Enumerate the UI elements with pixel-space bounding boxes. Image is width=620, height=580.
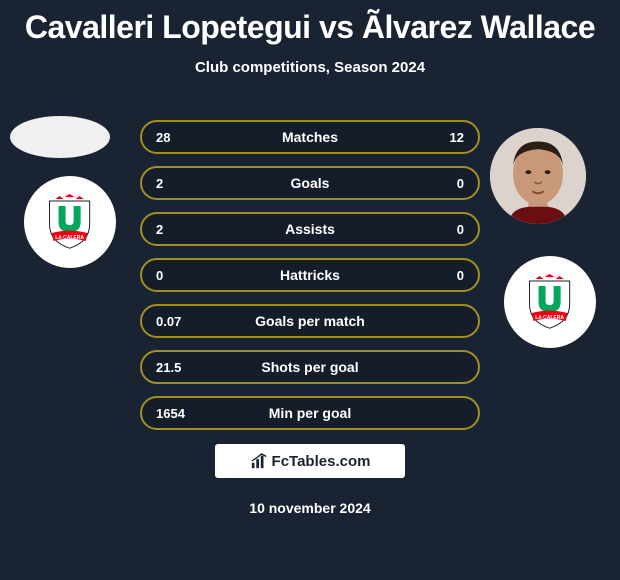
- club-right-badge: LA CALERA: [504, 256, 596, 348]
- player-left-avatar: [10, 116, 110, 158]
- stat-left-value: 2: [156, 222, 163, 237]
- stat-left-value: 21.5: [156, 360, 181, 375]
- club-badge-icon: LA CALERA: [522, 274, 577, 329]
- stat-right-value: 0: [457, 176, 464, 191]
- date-label: 10 november 2024: [0, 500, 620, 516]
- stat-row-hattricks: 0 Hattricks 0: [140, 258, 480, 292]
- page-title: Cavalleri Lopetegui vs Ãlvarez Wallace: [0, 0, 620, 45]
- stats-container: 28 Matches 12 2 Goals 0 2 Assists 0 0 Ha…: [140, 120, 480, 442]
- stat-label: Shots per goal: [142, 359, 478, 375]
- stat-label: Goals per match: [142, 313, 478, 329]
- svg-text:LA CALERA: LA CALERA: [536, 316, 565, 322]
- stat-row-goals: 2 Goals 0: [140, 166, 480, 200]
- stat-label: Goals: [142, 175, 478, 191]
- player-right-avatar: [490, 128, 586, 224]
- stat-label: Hattricks: [142, 267, 478, 283]
- club-badge-icon: LA CALERA: [42, 194, 97, 249]
- brand-name: FcTables.com: [272, 453, 371, 470]
- stat-left-value: 28: [156, 130, 170, 145]
- stat-row-shots-per-goal: 21.5 Shots per goal: [140, 350, 480, 384]
- stat-left-value: 1654: [156, 406, 185, 421]
- stat-label: Assists: [142, 221, 478, 237]
- stat-label: Min per goal: [142, 405, 478, 421]
- stat-row-min-per-goal: 1654 Min per goal: [140, 396, 480, 430]
- club-left-badge: LA CALERA: [24, 176, 116, 268]
- stat-row-matches: 28 Matches 12: [140, 120, 480, 154]
- stat-row-assists: 2 Assists 0: [140, 212, 480, 246]
- brand-logo[interactable]: FcTables.com: [215, 444, 405, 478]
- stat-left-value: 0: [156, 268, 163, 283]
- stat-row-goals-per-match: 0.07 Goals per match: [140, 304, 480, 338]
- stat-right-value: 0: [457, 222, 464, 237]
- stat-left-value: 2: [156, 176, 163, 191]
- subtitle: Club competitions, Season 2024: [0, 59, 620, 76]
- svg-text:LA CALERA: LA CALERA: [56, 236, 85, 242]
- stat-label: Matches: [142, 129, 478, 145]
- stat-right-value: 12: [450, 130, 464, 145]
- chart-icon: [250, 452, 268, 470]
- stat-right-value: 0: [457, 268, 464, 283]
- stat-left-value: 0.07: [156, 314, 181, 329]
